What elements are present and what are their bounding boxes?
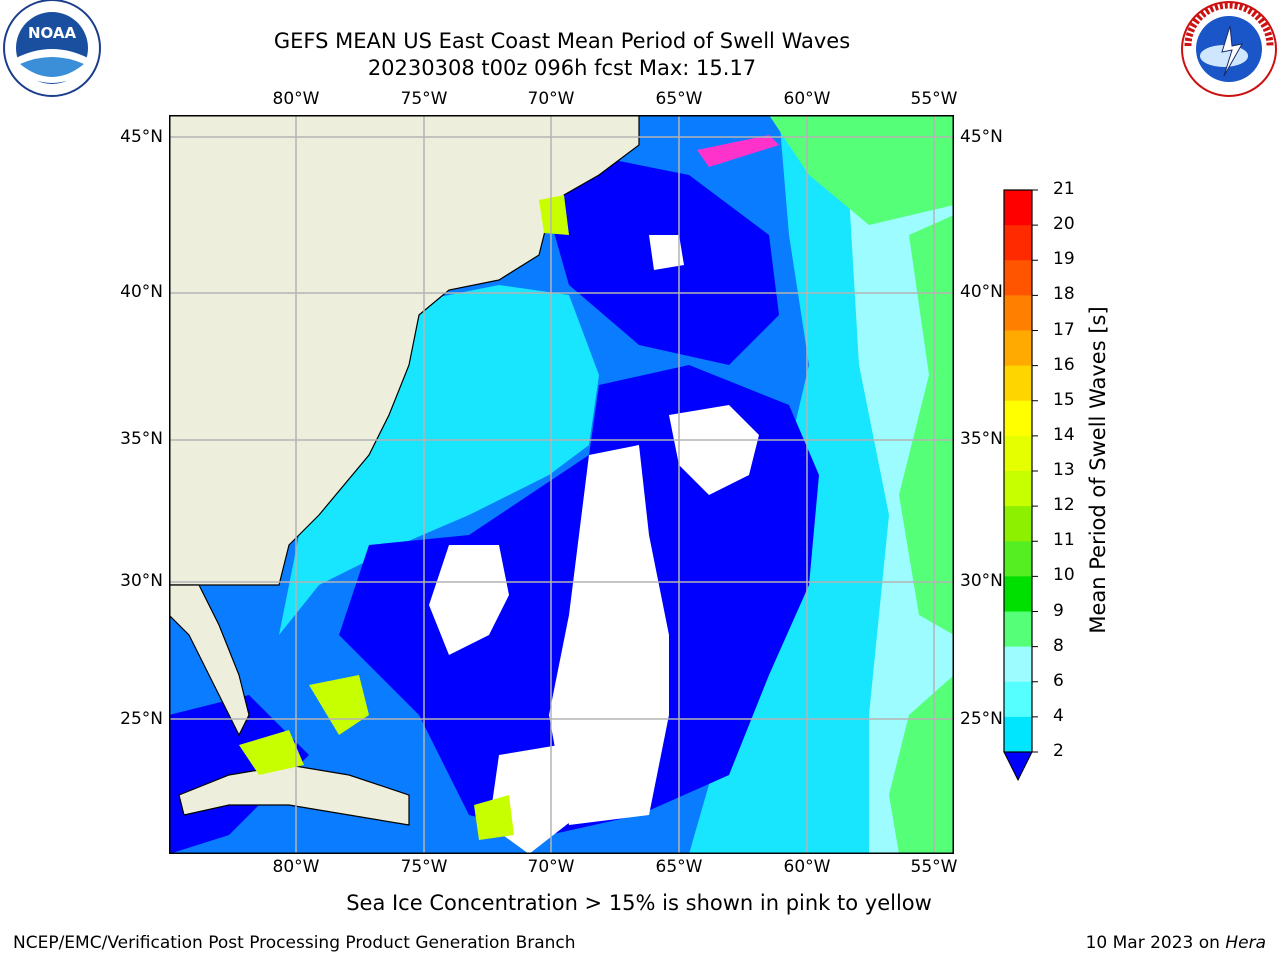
lat-label-left: 25°N — [120, 709, 163, 729]
lat-label-left: 40°N — [120, 282, 163, 302]
no-data-west — [429, 545, 509, 655]
colorbar-tick-label: 15 — [1053, 389, 1075, 410]
colorbar-tick-label: 18 — [1053, 284, 1075, 305]
lon-label-top: 80°W — [272, 89, 320, 109]
colorbar-tick-label: 17 — [1053, 319, 1075, 340]
colorbar-band — [1004, 435, 1032, 472]
swell-high-florida-straits — [239, 730, 304, 775]
colorbar-tick-label: 11 — [1053, 530, 1075, 551]
swell-high-cape-cod — [539, 195, 569, 235]
lat-label-left: 35°N — [120, 429, 163, 449]
colorbar-band — [1004, 471, 1032, 507]
lon-label-top: 75°W — [400, 89, 448, 109]
colorbar-band — [1004, 541, 1032, 577]
lat-label-right: 25°N — [960, 709, 1003, 729]
colorbar — [1003, 189, 1038, 782]
sea-ice-note: Sea Ice Concentration > 15% is shown in … — [346, 891, 932, 915]
noaa-logo-text: NOAA — [28, 24, 77, 42]
colorbar-bands — [1004, 190, 1032, 753]
footer-credit: NCEP/EMC/Verification Post Processing Pr… — [13, 933, 576, 953]
lon-label-bottom: 70°W — [527, 857, 575, 877]
colorbar-band — [1004, 365, 1032, 402]
footer-date: 10 Mar 2023 on Hera — [1086, 933, 1266, 953]
no-data-northeast — [669, 405, 759, 495]
lon-label-top: 65°W — [655, 89, 703, 109]
footer-host: Hera — [1225, 933, 1266, 953]
lon-label-top: 70°W — [527, 89, 575, 109]
ocean-green-north — [769, 115, 954, 225]
footer-date-text: 10 Mar 2023 on — [1085, 933, 1226, 953]
colorbar-band — [1004, 400, 1032, 437]
colorbar-tick-label: 16 — [1053, 354, 1075, 375]
lon-label-bottom: 55°W — [910, 857, 958, 877]
colorbar-band — [1004, 681, 1032, 718]
colorbar-tick-label: 12 — [1053, 495, 1075, 516]
lat-label-right: 30°N — [960, 571, 1003, 591]
colorbar-tick-label: 13 — [1053, 460, 1075, 480]
colorbar-band — [1004, 295, 1032, 331]
colorbar-tick-label: 20 — [1053, 214, 1075, 235]
colorbar-tick-label: 6 — [1053, 670, 1064, 691]
sea-ice-nova-scotia — [697, 135, 779, 167]
colorbar-label: Mean Period of Swell Waves [s] — [1086, 306, 1110, 634]
colorbar-band — [1004, 646, 1032, 683]
lon-label-top: 60°W — [783, 89, 831, 109]
swell-high-bahamas — [309, 675, 369, 735]
lon-label-bottom: 80°W — [272, 857, 320, 877]
lat-label-right: 45°N — [960, 127, 1003, 147]
colorbar-tick-label: 10 — [1053, 565, 1075, 586]
map-subtitle: 20230308 t00z 096h fcst Max: 15.17 — [367, 56, 757, 80]
no-data-central — [549, 445, 669, 825]
colorbar-tick-label: 19 — [1053, 249, 1075, 270]
land-north-america — [169, 115, 640, 586]
colorbar-tick-label: 9 — [1053, 600, 1064, 621]
nws-logo — [1178, 0, 1280, 100]
lat-label-right: 35°N — [960, 429, 1003, 449]
colorbar-band — [1004, 611, 1032, 648]
swell-high-caribbean — [474, 795, 514, 840]
lon-label-bottom: 60°W — [783, 857, 831, 877]
lat-label-left: 30°N — [120, 571, 163, 591]
lon-label-top: 55°W — [910, 89, 958, 109]
colorbar-tick-label: 4 — [1053, 705, 1064, 726]
colorbar-band — [1004, 260, 1032, 296]
colorbar-ticks — [1032, 189, 1038, 753]
ocean-green-east — [899, 215, 954, 635]
lon-label-bottom: 75°W — [400, 857, 448, 877]
no-data-north — [649, 235, 684, 270]
colorbar-tick-label: 14 — [1053, 424, 1075, 445]
colorbar-tick-label: 2 — [1053, 741, 1064, 761]
noaa-logo: NOAA — [0, 0, 104, 100]
colorbar-tick-label: 8 — [1053, 635, 1064, 656]
map-title: GEFS MEAN US East Coast Mean Period of S… — [273, 29, 851, 53]
colorbar-band — [1004, 506, 1032, 542]
ocean-cyan-coastal — [279, 285, 599, 635]
colorbar-band — [1004, 576, 1032, 612]
colorbar-band — [1004, 716, 1032, 753]
map-frame — [169, 115, 954, 854]
swell-period-map — [169, 115, 954, 854]
colorbar-band — [1004, 330, 1032, 367]
lat-label-left: 45°N — [120, 127, 163, 147]
colorbar-band — [1004, 225, 1032, 261]
land-florida — [169, 584, 250, 737]
colorbar-tick-label: 21 — [1053, 179, 1075, 199]
map-grid — [169, 115, 954, 854]
lat-label-right: 40°N — [960, 282, 1003, 302]
lon-label-bottom: 65°W — [655, 857, 703, 877]
colorbar-band — [1004, 190, 1032, 226]
colorbar-extend-arrow — [1003, 751, 1033, 782]
